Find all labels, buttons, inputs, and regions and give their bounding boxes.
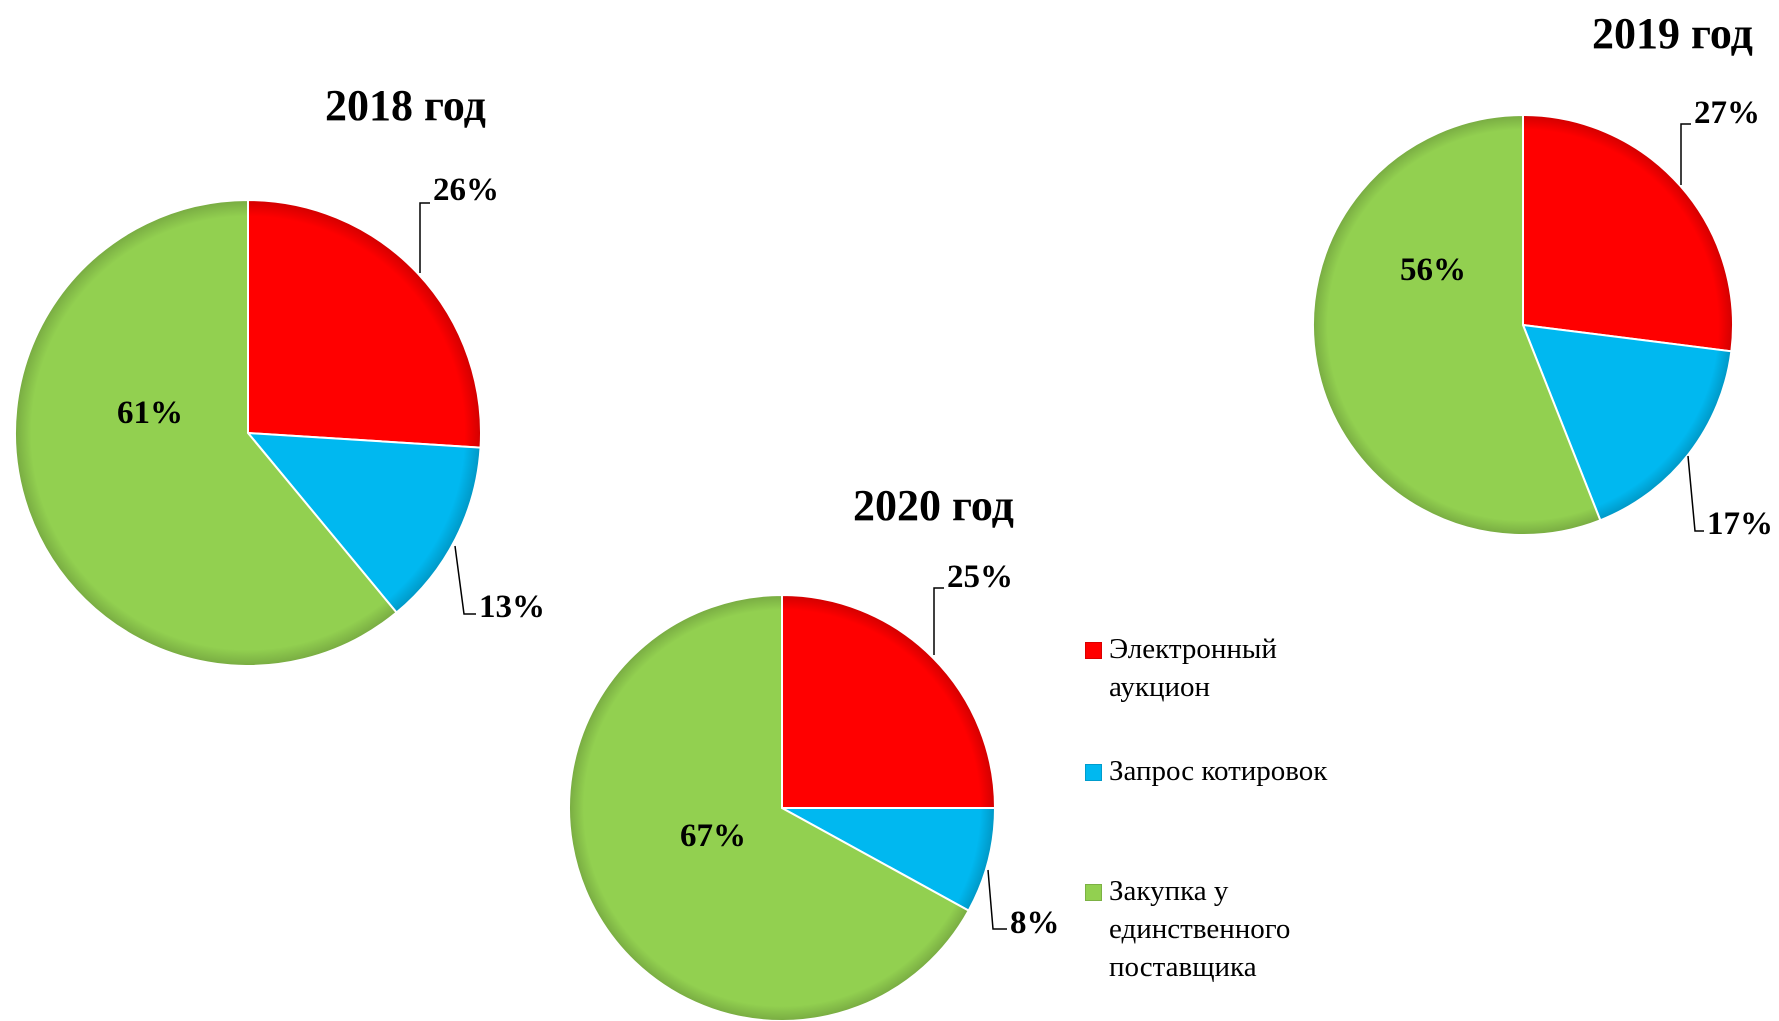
pie-slice-2020-auction xyxy=(781,593,997,809)
pie-slice-2018-single-supplier xyxy=(14,198,398,667)
pie-svg-2020: 25% 8% 67% xyxy=(568,559,1060,1021)
legend-label-quotation: Запрос котировок xyxy=(1109,755,1328,787)
legend-label-single-supplier: Закупка у единственного поставщика xyxy=(1109,875,1291,983)
leader-line-2020-auction xyxy=(933,587,944,655)
pie-slice-2019-quotation xyxy=(1521,323,1733,522)
pie-title-2018: 2018 год xyxy=(325,81,486,130)
leader-line-2019-quotation xyxy=(1687,455,1704,532)
chart-legend: Электронный аукцион Запрос котировок Заку… xyxy=(1085,630,1385,986)
pie-svg-2019: 27% 17% 56% xyxy=(1312,95,1773,542)
pie-slice-2018-auction xyxy=(247,198,482,449)
pie-slice-2020-quotation xyxy=(781,807,997,912)
pie-slice-2018-quotation xyxy=(245,431,482,614)
data-label-2018-auction: 26% xyxy=(433,172,499,208)
leader-line-2018-quotation xyxy=(454,545,476,615)
legend-item-auction: Электронный аукцион xyxy=(1085,630,1385,720)
legend-swatch-single-supplier xyxy=(1085,884,1102,901)
leader-line-2019-auction xyxy=(1680,123,1691,185)
legend-swatch-quotation xyxy=(1085,764,1102,781)
data-label-2019-single-supplier: 56% xyxy=(1400,252,1466,288)
pie-slice-2019-auction xyxy=(1522,113,1734,353)
pie-slice-2020-single-supplier xyxy=(568,593,971,1021)
data-label-2020-auction: 25% xyxy=(947,559,1013,595)
legend-swatch-auction xyxy=(1085,642,1102,659)
legend-label-auction: Электронный аукцион xyxy=(1109,633,1277,703)
data-label-2020-single-supplier: 67% xyxy=(680,818,746,854)
data-label-2018-single-supplier: 61% xyxy=(117,395,183,431)
leader-line-2020-quotation xyxy=(987,869,1007,930)
pie-title-2019: 2019 год xyxy=(1592,9,1753,58)
legend-item-single-supplier: Закупка у единственного поставщика xyxy=(1085,872,1385,986)
pie-svg-2018: 26% 13% 61% xyxy=(14,172,545,667)
pie-slice-2019-single-supplier xyxy=(1312,113,1602,536)
data-label-2019-auction: 27% xyxy=(1694,95,1760,131)
pie-title-2020: 2020 год xyxy=(853,481,1014,530)
data-label-2019-quotation: 17% xyxy=(1707,506,1773,542)
data-label-2018-quotation: 13% xyxy=(479,589,545,625)
leader-line-2018-auction xyxy=(419,202,430,273)
legend-item-quotation: Запрос котировок xyxy=(1085,752,1385,842)
data-label-2020-quotation: 8% xyxy=(1010,905,1060,941)
